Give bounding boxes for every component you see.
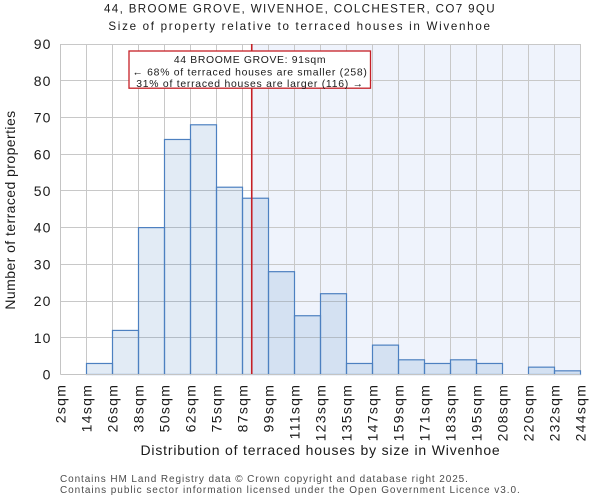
- svg-text:← 68% of terraced houses are s: ← 68% of terraced houses are smaller (25…: [132, 68, 367, 79]
- svg-text:208sqm: 208sqm: [495, 384, 511, 442]
- svg-text:14sqm: 14sqm: [79, 384, 95, 433]
- svg-text:171sqm: 171sqm: [417, 384, 433, 442]
- svg-text:31% of terraced houses are lar: 31% of terraced houses are larger (116) …: [136, 79, 364, 90]
- svg-text:50sqm: 50sqm: [157, 384, 173, 433]
- svg-text:111sqm: 111sqm: [287, 384, 303, 440]
- svg-text:123sqm: 123sqm: [313, 384, 329, 442]
- svg-text:70: 70: [34, 110, 52, 126]
- svg-text:80: 80: [34, 73, 52, 89]
- svg-text:20: 20: [34, 293, 52, 309]
- svg-text:50: 50: [34, 183, 52, 199]
- svg-text:30: 30: [34, 256, 52, 272]
- svg-text:Contains public sector informa: Contains public sector information licen…: [60, 485, 521, 496]
- svg-text:75sqm: 75sqm: [209, 384, 225, 433]
- svg-text:40: 40: [34, 220, 52, 236]
- svg-text:99sqm: 99sqm: [261, 384, 277, 433]
- svg-text:Number of terraced properties: Number of terraced properties: [2, 110, 18, 309]
- svg-text:87sqm: 87sqm: [235, 384, 251, 433]
- svg-text:147sqm: 147sqm: [365, 384, 381, 442]
- svg-text:26sqm: 26sqm: [105, 384, 121, 433]
- svg-text:195sqm: 195sqm: [469, 384, 485, 442]
- svg-text:135sqm: 135sqm: [339, 384, 355, 442]
- svg-text:220sqm: 220sqm: [521, 384, 537, 442]
- svg-text:183sqm: 183sqm: [443, 384, 459, 442]
- svg-text:Size of property relative to t: Size of property relative to terraced ho…: [108, 20, 491, 33]
- svg-text:232sqm: 232sqm: [547, 384, 563, 442]
- svg-text:60: 60: [34, 146, 52, 162]
- svg-text:44, BROOME GROVE, WIVENHOE, CO: 44, BROOME GROVE, WIVENHOE, COLCHESTER, …: [104, 3, 496, 16]
- svg-text:244sqm: 244sqm: [573, 384, 589, 442]
- svg-text:38sqm: 38sqm: [131, 384, 147, 433]
- svg-text:159sqm: 159sqm: [391, 384, 407, 442]
- svg-text:2sqm: 2sqm: [53, 384, 69, 423]
- svg-text:Distribution of terraced house: Distribution of terraced houses by size …: [140, 442, 500, 458]
- svg-text:0: 0: [43, 367, 52, 383]
- svg-text:90: 90: [34, 36, 52, 52]
- svg-text:44 BROOME GROVE: 91sqm: 44 BROOME GROVE: 91sqm: [174, 55, 326, 66]
- svg-text:Contains HM Land Registry data: Contains HM Land Registry data © Crown c…: [60, 474, 469, 485]
- svg-text:62sqm: 62sqm: [183, 384, 199, 433]
- svg-text:10: 10: [34, 330, 52, 346]
